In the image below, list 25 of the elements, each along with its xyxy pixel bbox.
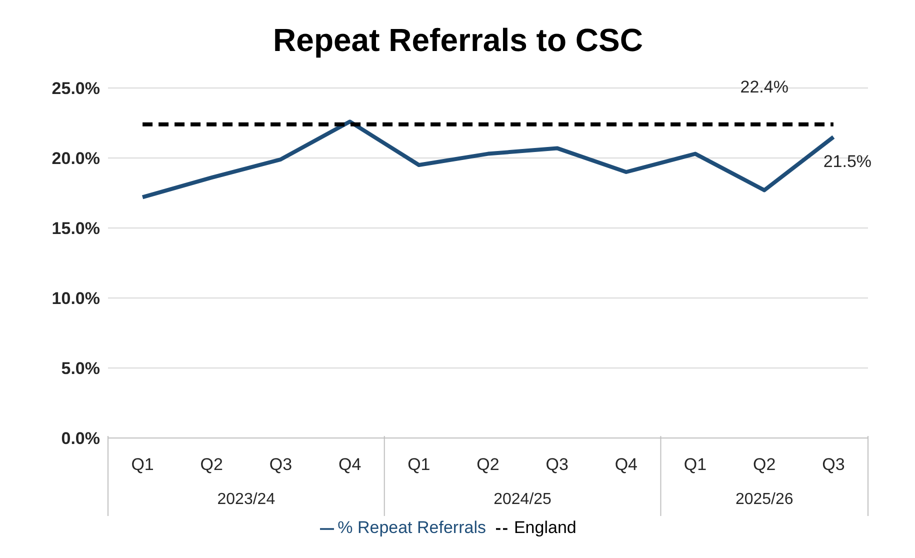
y-tick-label: 10.0% <box>52 289 100 308</box>
x-tick-label: Q2 <box>200 455 223 474</box>
x-tick-label: Q3 <box>822 455 845 474</box>
x-tick-label: Q2 <box>476 455 500 474</box>
x-tick-label: Q4 <box>338 455 362 474</box>
text: 2025/26 <box>735 491 794 508</box>
data-label: 22.4% <box>740 77 788 96</box>
y-tick-label: 20.0% <box>52 149 100 168</box>
y-tick-label: 5.0% <box>61 359 100 378</box>
x-tick-label: Q4 <box>614 455 638 474</box>
y-tick-label: 0.0% <box>61 429 100 448</box>
text: 2023/24 <box>217 491 276 508</box>
y-tick-label: 25.0% <box>52 79 100 98</box>
x-tick-label: Q3 <box>269 455 292 474</box>
x-tick-label: Q1 <box>684 455 707 474</box>
text: 2024/25 <box>494 491 552 508</box>
x-tick-label: Q1 <box>131 455 154 474</box>
x-tick-label: Q2 <box>753 455 776 474</box>
legend-label: England <box>514 518 576 537</box>
chart-title: Repeat Referrals to CSC <box>272 22 644 59</box>
x-tick-label: Q1 <box>408 455 430 474</box>
y-tick-label: 15.0% <box>52 219 100 238</box>
data-label: 21.5% <box>823 152 872 171</box>
legend-label: % Repeat Referrals <box>338 518 486 537</box>
x-tick-label: Q3 <box>546 455 568 474</box>
